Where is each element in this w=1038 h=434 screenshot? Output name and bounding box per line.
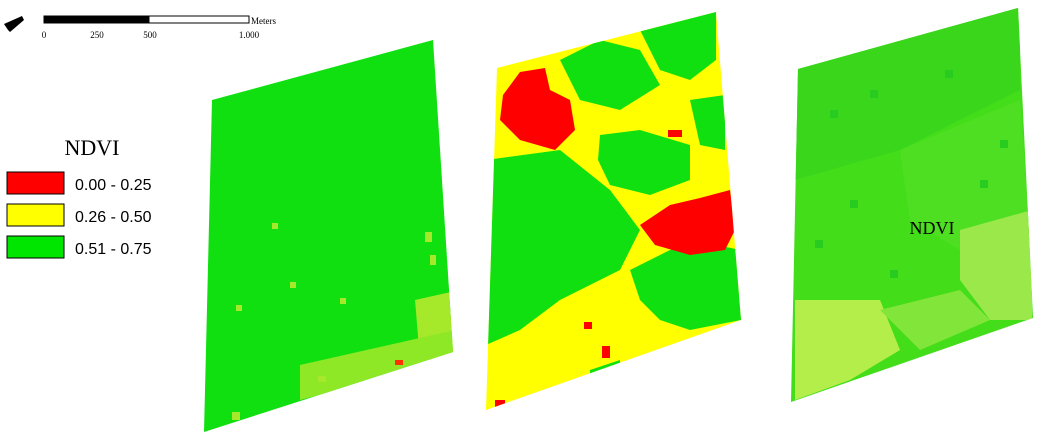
field-map-1 — [204, 40, 453, 432]
field-map-3 — [791, 8, 1033, 402]
legend-swatch-mid — [6, 203, 65, 227]
legend-label-high: 0.51 - 0.75 — [75, 241, 152, 258]
legend-swatch-low — [6, 171, 65, 195]
scale-tick-0: 0 — [42, 30, 47, 40]
field-map-3-label: NDVI — [910, 218, 955, 238]
legend: NDVI 0.00 - 0.25 0.26 - 0.50 0.51 - 0.75 — [6, 135, 152, 259]
legend-label-low: 0.00 - 0.25 — [75, 177, 152, 194]
scale-tick-250: 250 — [90, 30, 104, 40]
scale-tick-1000: 1.000 — [239, 30, 260, 40]
north-arrow-icon — [4, 16, 24, 32]
scale-unit: Meters — [251, 16, 276, 26]
scale-bar: Meters 0 250 500 1.000 — [42, 15, 276, 40]
legend-title: NDVI — [65, 135, 120, 160]
legend-label-mid: 0.26 - 0.50 — [75, 209, 152, 226]
legend-swatch-high — [6, 235, 65, 259]
scale-tick-500: 500 — [143, 30, 157, 40]
field-map-2 — [486, 12, 741, 410]
